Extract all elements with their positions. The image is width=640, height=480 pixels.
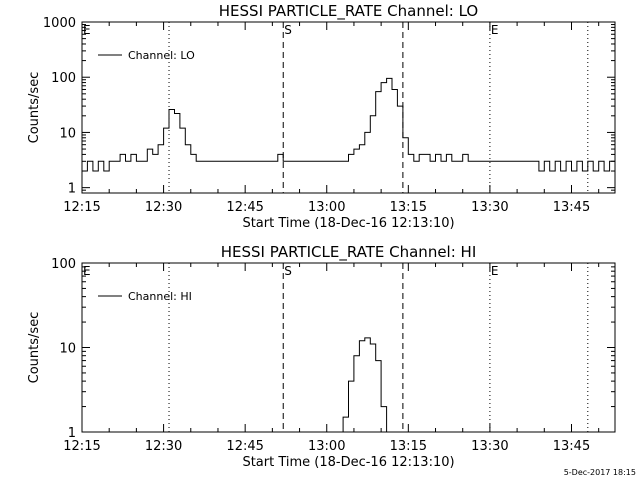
y-tick-label: 10 xyxy=(59,126,76,141)
x-tick-label: 12:30 xyxy=(145,439,182,454)
edge-marker-label: E xyxy=(83,23,91,37)
x-tick-label: 13:45 xyxy=(553,439,590,454)
x-tick-label: 13:15 xyxy=(390,200,427,215)
x-tick-label: 13:00 xyxy=(308,200,345,215)
edge-marker-label: E xyxy=(83,264,91,278)
x-tick-label: 13:15 xyxy=(390,439,427,454)
x-tick-label: 12:45 xyxy=(226,439,263,454)
footer-timestamp: 5-Dec-2017 18:15 xyxy=(564,468,636,477)
x-tick-label: 12:15 xyxy=(63,200,100,215)
y-tick-label: 10 xyxy=(59,342,76,357)
y-tick-label: 100 xyxy=(51,71,76,86)
y-axis-label: Counts/sec xyxy=(27,312,42,384)
y-tick-label: 1 xyxy=(68,182,76,197)
panel-lo-channel: HESSI PARTICLE_RATE Channel: LO Start Tim… xyxy=(27,2,616,231)
x-tick-label: 12:15 xyxy=(63,439,100,454)
x-tick-label: 13:45 xyxy=(553,200,590,215)
series-line-channel-lo xyxy=(82,77,615,188)
marker-label: S xyxy=(284,264,292,278)
marker-label: E xyxy=(491,23,499,37)
marker-label: E xyxy=(491,264,499,278)
panel-hi-channel: HESSI PARTICLE_RATE Channel: HI Start Tim… xyxy=(27,243,616,470)
legend-label: Channel: HI xyxy=(128,290,192,303)
legend-label: Channel: LO xyxy=(128,49,195,62)
x-tick-label: 13:30 xyxy=(471,200,508,215)
marker-label: S xyxy=(284,23,292,37)
y-tick-label: 100 xyxy=(51,257,76,272)
y-tick-label: 1 xyxy=(68,426,76,441)
x-tick-label: 13:00 xyxy=(308,439,345,454)
y-tick-label: 1000 xyxy=(43,16,76,31)
x-axis-label: Start Time (18-Dec-16 12:13:10) xyxy=(242,216,454,231)
plot-frame xyxy=(81,21,616,194)
series-line-channel-hi xyxy=(342,337,388,432)
chart-title: HESSI PARTICLE_RATE Channel: HI xyxy=(221,243,477,262)
x-axis-label: Start Time (18-Dec-16 12:13:10) xyxy=(242,455,454,470)
x-tick-label: 12:30 xyxy=(145,200,182,215)
x-tick-label: 13:30 xyxy=(471,439,508,454)
y-axis-label: Counts/sec xyxy=(27,72,42,144)
chart-title: HESSI PARTICLE_RATE Channel: LO xyxy=(219,2,478,21)
x-tick-label: 12:45 xyxy=(226,200,263,215)
